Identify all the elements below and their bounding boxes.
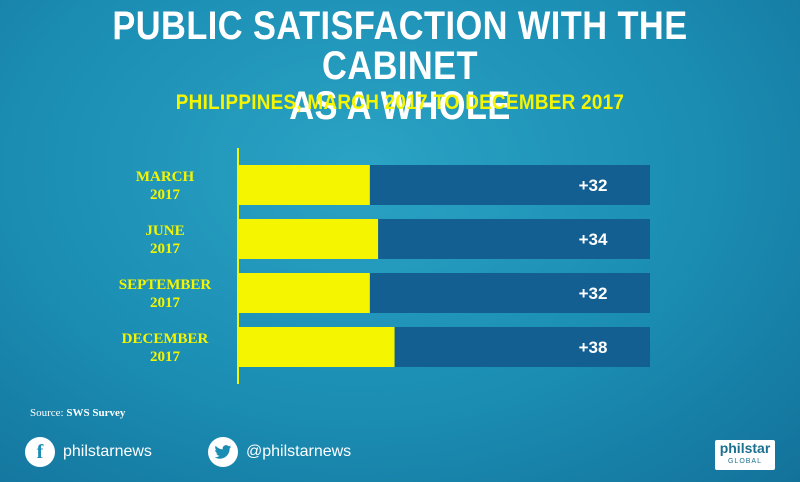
logo-main: philstar <box>719 440 771 456</box>
chart-title: PUBLIC SATISFACTION WITH THE CABINET AS … <box>56 6 744 126</box>
facebook-handle-text: philstarnews <box>63 443 152 460</box>
category-label: JUNE <box>145 223 184 239</box>
twitter-handle[interactable]: @philstarnews <box>208 437 351 467</box>
bar <box>238 327 395 367</box>
category-label: 2017 <box>150 295 181 311</box>
source-note: Source: SWS Survey <box>30 407 125 419</box>
category-label: 2017 <box>150 349 181 365</box>
category-label: DECEMBER <box>122 331 209 347</box>
data-label: +32 <box>579 284 608 303</box>
source-name: SWS Survey <box>66 407 126 419</box>
source-prefix: Source: <box>30 407 64 419</box>
philstar-logo: philstar GLOBAL <box>715 440 775 470</box>
logo-sub: GLOBAL <box>727 458 762 465</box>
data-label: +34 <box>579 230 608 249</box>
bar <box>238 219 379 259</box>
facebook-icon: f <box>25 437 55 467</box>
title-line-2: AS A WHOLE <box>289 84 511 128</box>
category-label: 2017 <box>150 187 181 203</box>
data-label: +32 <box>579 176 608 195</box>
title-line-1: PUBLIC SATISFACTION WITH THE CABINET <box>112 4 688 88</box>
bar <box>238 273 370 313</box>
data-label: +38 <box>579 338 608 357</box>
facebook-handle[interactable]: f philstarnews <box>25 437 152 467</box>
twitter-handle-text: @philstarnews <box>246 443 352 460</box>
chart-subtitle: PHILIPPINES, MARCH 2017 TO DECEMBER 2017 <box>175 91 625 114</box>
bar <box>238 165 370 205</box>
category-label: 2017 <box>150 241 181 257</box>
category-label: MARCH <box>136 169 195 185</box>
category-label: SEPTEMBER <box>119 277 212 293</box>
twitter-icon <box>208 437 238 467</box>
